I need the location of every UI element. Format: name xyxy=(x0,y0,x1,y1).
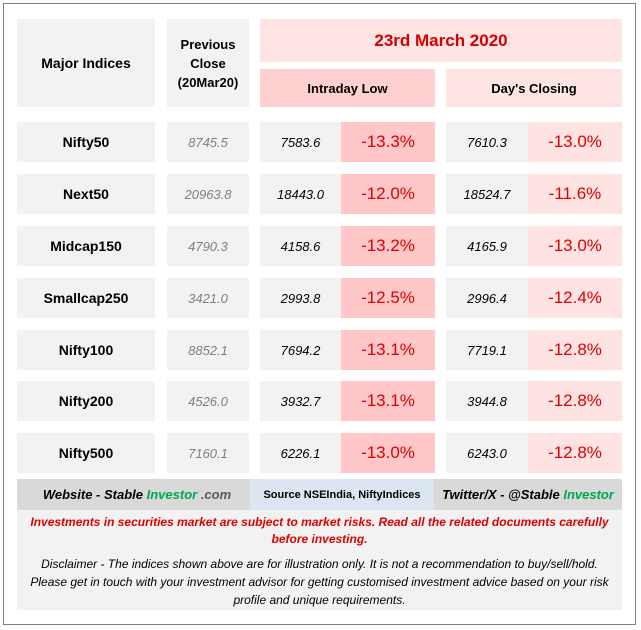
previous-close-line1: Previous xyxy=(180,36,236,52)
days-closing-change: -12.4% xyxy=(528,278,622,318)
previous-close-value: 7160.1 xyxy=(167,433,249,473)
days-closing-value: 2996.4 xyxy=(446,278,528,318)
days-closing-value: 4165.9 xyxy=(446,226,528,266)
days-closing-value: 6243.0 xyxy=(446,433,528,473)
previous-close-value: 3421.0 xyxy=(167,278,249,318)
website-prefix: Website - Stable xyxy=(42,487,147,502)
footer-twitter: Twitter/X - @Stable Investor xyxy=(434,479,622,510)
intraday-low-value: 7694.2 xyxy=(260,330,341,370)
days-closing-header: Day's Closing xyxy=(446,69,622,107)
header-previous-close: Previous Close (20Mar20) xyxy=(167,19,249,107)
intraday-low-header: Intraday Low xyxy=(260,69,435,107)
intraday-low-label: Intraday Low xyxy=(307,80,388,96)
days-closing-change: -12.8% xyxy=(528,381,622,421)
previous-close-line3: (20Mar20) xyxy=(177,74,239,90)
intraday-low-change: -13.1% xyxy=(341,330,435,370)
days-closing-change: -12.8% xyxy=(528,433,622,473)
twitter-prefix: Twitter/X - @Stable xyxy=(442,487,564,502)
website-brand: Investor xyxy=(146,487,198,502)
intraday-low-change: -12.0% xyxy=(341,174,435,214)
days-closing-change: -11.6% xyxy=(528,174,622,214)
intraday-low-change: -13.0% xyxy=(341,433,435,473)
days-closing-change: -13.0% xyxy=(528,226,622,266)
index-name: Next50 xyxy=(17,174,155,214)
intraday-low-change: -13.3% xyxy=(341,122,435,162)
days-closing-value: 7610.3 xyxy=(446,122,528,162)
index-name: Smallcap250 xyxy=(17,278,155,318)
date-header: 23rd March 2020 xyxy=(260,19,622,62)
website-suffix: .com xyxy=(197,487,232,502)
index-name: Nifty200 xyxy=(17,381,155,421)
intraday-low-value: 6226.1 xyxy=(260,433,341,473)
intraday-low-value: 7583.6 xyxy=(260,122,341,162)
intraday-low-value: 4158.6 xyxy=(260,226,341,266)
previous-close-value: 20963.8 xyxy=(167,174,249,214)
days-closing-label: Day's Closing xyxy=(491,80,577,96)
disclaimer-text: Disclaimer - The indices shown above are… xyxy=(30,557,609,607)
intraday-low-value: 18443.0 xyxy=(260,174,341,214)
days-closing-change: -13.0% xyxy=(528,122,622,162)
intraday-low-value: 3932.7 xyxy=(260,381,341,421)
days-closing-value: 7719.1 xyxy=(446,330,528,370)
days-closing-value: 18524.7 xyxy=(446,174,528,214)
twitter-brand: Investor xyxy=(563,487,614,502)
market-risk-warning: Investments in securities market are sub… xyxy=(30,515,609,546)
source-text: Source NSEIndia, NiftyIndices xyxy=(263,488,421,501)
previous-close-value: 4790.3 xyxy=(167,226,249,266)
index-name: Nifty50 xyxy=(17,122,155,162)
index-name: Midcap150 xyxy=(17,226,155,266)
days-closing-change: -12.8% xyxy=(528,330,622,370)
previous-close-line2: Close xyxy=(190,55,226,71)
disclaimer-box xyxy=(17,510,622,610)
days-closing-value: 3944.8 xyxy=(446,381,528,421)
intraday-low-change: -12.5% xyxy=(341,278,435,318)
intraday-low-change: -13.1% xyxy=(341,381,435,421)
previous-close-value: 8852.1 xyxy=(167,330,249,370)
index-name: Nifty100 xyxy=(17,330,155,370)
footer-website: Website - Stable Investor .com xyxy=(17,479,257,510)
intraday-low-change: -13.2% xyxy=(341,226,435,266)
intraday-low-value: 2993.8 xyxy=(260,278,341,318)
previous-close-value: 4526.0 xyxy=(167,381,249,421)
header-major-indices: Major Indices xyxy=(17,19,155,107)
major-indices-label: Major Indices xyxy=(41,55,131,71)
previous-close-value: 8745.5 xyxy=(167,122,249,162)
footer-source: Source NSEIndia, NiftyIndices xyxy=(250,479,434,510)
index-name: Nifty500 xyxy=(17,433,155,473)
